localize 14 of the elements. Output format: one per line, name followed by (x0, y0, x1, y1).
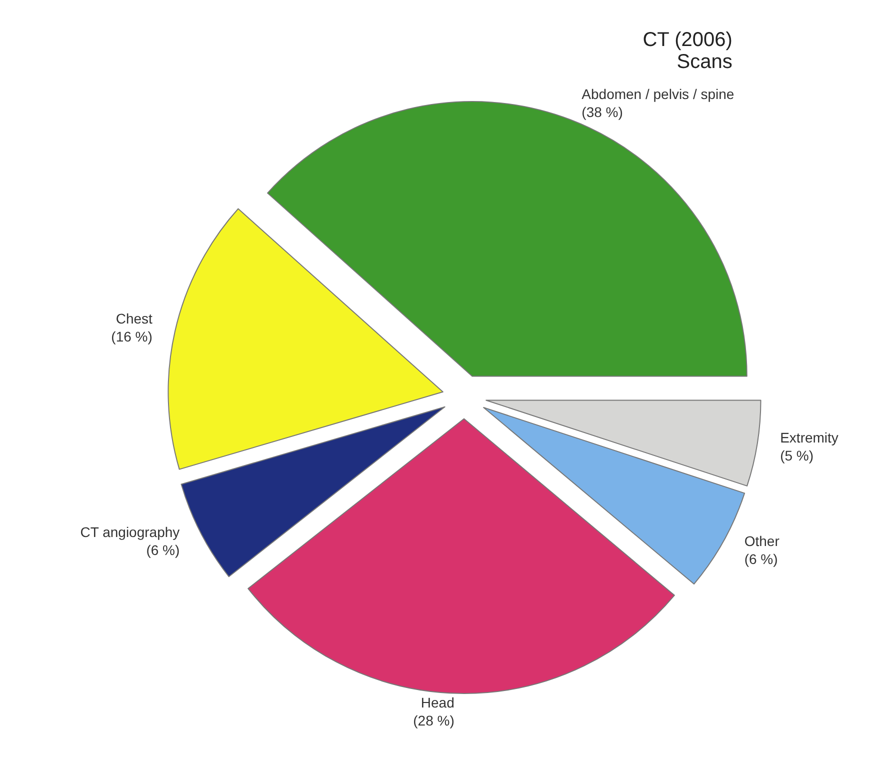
slice-label: Abdomen / pelvis / spine (582, 86, 734, 102)
data-label: (28 %) (413, 712, 454, 728)
slice-label: CT angiography (80, 524, 180, 540)
data-label: (6 %) (146, 542, 180, 558)
slice-label: Head (420, 694, 454, 710)
slice-label: Extremity (780, 429, 838, 446)
data-label: (16 %) (111, 328, 152, 344)
data-label: (5 %) (780, 447, 814, 464)
data-label: (6 %) (744, 550, 778, 567)
slice-label: Chest (116, 310, 153, 326)
data-label: (38 %) (582, 104, 623, 120)
chart-subtitle: Scans (676, 51, 732, 73)
chart-title: CT (2006) (642, 29, 732, 51)
slice-label: Other (744, 532, 780, 549)
